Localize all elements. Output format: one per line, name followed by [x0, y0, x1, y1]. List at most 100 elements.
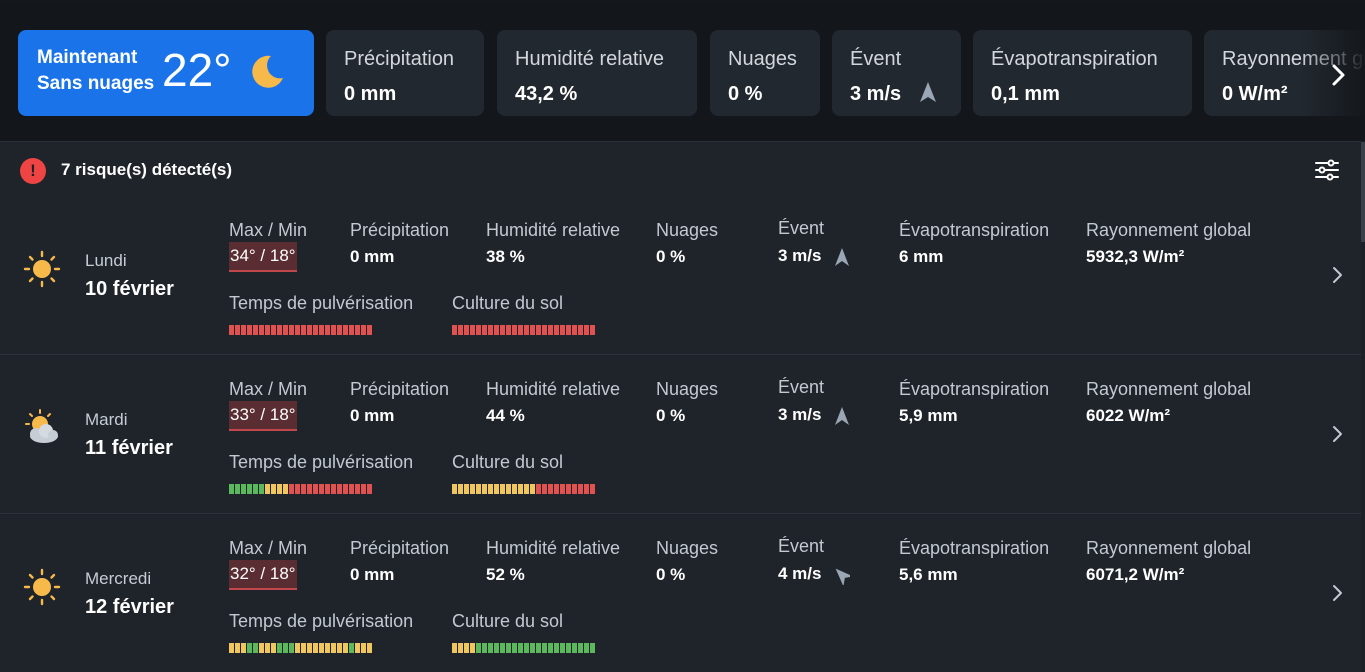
timeline-segment: [452, 325, 457, 335]
timeline-segment: [265, 643, 270, 653]
timeline-segment: [361, 643, 366, 653]
timeline-segment: [313, 325, 318, 335]
radiation-label: Rayonnement global: [1086, 538, 1252, 558]
metric-card-humidity[interactable]: Humidité relative 43,2 %: [497, 30, 697, 116]
timeline-segment: [343, 643, 348, 653]
timeline-segment: [331, 643, 336, 653]
chevron-right-icon[interactable]: [1326, 418, 1350, 450]
chevron-right-icon[interactable]: [1326, 259, 1350, 291]
timeline-segment: [349, 325, 354, 335]
timeline-segment: [470, 643, 475, 653]
timeline-segment: [566, 325, 571, 335]
timeline-segment: [566, 484, 571, 494]
timeline-segment: [542, 643, 547, 653]
forecast-row-day-1[interactable]: Mardi 11 février Max / Min 33° / 18° Pré…: [0, 356, 1361, 514]
metric-card-precipitation[interactable]: Précipitation 0 mm: [326, 30, 484, 116]
timeline-segment: [530, 325, 535, 335]
evapo-value: 5,9 mm: [899, 406, 958, 425]
scrollbar-thumb[interactable]: [1361, 142, 1365, 242]
precip-value: 0 mm: [350, 565, 395, 584]
timeline-segment: [536, 643, 541, 653]
wind-value: 3 m/s: [778, 246, 822, 265]
timeline-segment: [470, 325, 475, 335]
timeline-segment: [271, 484, 276, 494]
soil-timeline: [452, 325, 595, 335]
timeline-segment: [289, 643, 294, 653]
spray-timeline: [229, 643, 372, 653]
timeline-segment: [512, 484, 517, 494]
timeline-segment: [343, 484, 348, 494]
timeline-segment: [367, 484, 372, 494]
timeline-segment: [536, 325, 541, 335]
now-card[interactable]: Maintenant Sans nuages 22°: [18, 30, 314, 116]
clouds-value: 0 %: [656, 406, 686, 425]
timeline-segment: [325, 643, 330, 653]
timeline-segment: [524, 643, 529, 653]
timeline-segment: [518, 325, 523, 335]
precip-label: Précipitation: [350, 220, 450, 240]
timeline-segment: [590, 643, 595, 653]
day-name: Mercredi: [85, 569, 152, 588]
humidity-label: Humidité relative: [486, 379, 621, 399]
maxmin-value: 33° / 18°: [229, 401, 297, 431]
evapo-label: Évapotranspiration: [899, 220, 1050, 240]
maxmin-label: Max / Min: [229, 220, 308, 240]
timeline-segment: [482, 325, 487, 335]
forecast-row-day-2[interactable]: Mercredi 12 février Max / Min 32° / 18° …: [0, 515, 1361, 672]
timeline-segment: [235, 484, 240, 494]
scroll-fade: [1300, 25, 1365, 125]
humidity-label: Humidité relative: [486, 538, 621, 558]
risk-banner[interactable]: ! 7 risque(s) détecté(s): [0, 141, 1361, 199]
humidity-value: 38 %: [486, 247, 525, 266]
maxmin-label: Max / Min: [229, 538, 308, 558]
metric-label: Évapotranspiration: [991, 48, 1158, 70]
timeline-segment: [464, 325, 469, 335]
moon-icon: [252, 55, 283, 88]
timeline-segment: [295, 325, 300, 335]
timeline-segment: [506, 484, 511, 494]
metric-card-clouds[interactable]: Nuages 0 %: [710, 30, 820, 116]
filter-sliders-icon[interactable]: [1313, 157, 1341, 183]
wind-label: Évent: [778, 377, 825, 397]
now-temperature: 22°: [162, 44, 232, 96]
scrollbar-track[interactable]: [1361, 142, 1365, 672]
timeline-segment: [452, 484, 457, 494]
metric-card-evapotranspiration[interactable]: Évapotranspiration 0,1 mm: [973, 30, 1192, 116]
humidity-value: 44 %: [486, 406, 525, 425]
timeline-segment: [452, 643, 457, 653]
timeline-segment: [331, 325, 336, 335]
timeline-segment: [295, 484, 300, 494]
metric-value: 0 W/m²: [1222, 83, 1288, 105]
timeline-segment: [482, 484, 487, 494]
sun-icon: [23, 568, 61, 606]
maxmin-value: 34° / 18°: [229, 242, 297, 272]
clouds-label: Nuages: [656, 379, 719, 399]
clouds-label: Nuages: [656, 220, 719, 240]
timeline-segment: [349, 643, 354, 653]
current-conditions-bar: Maintenant Sans nuages 22° Précipitation…: [0, 5, 1365, 141]
timeline-segment: [512, 643, 517, 653]
timeline-segment: [319, 325, 324, 335]
chevron-right-icon[interactable]: [1326, 577, 1350, 609]
wind-direction-arrow-icon: [835, 568, 850, 585]
timeline-segment: [476, 643, 481, 653]
chevron-right-icon[interactable]: [1318, 55, 1358, 95]
timeline-segment: [355, 643, 360, 653]
timeline-segment: [301, 643, 306, 653]
timeline-segment: [277, 643, 282, 653]
timeline-segment: [241, 484, 246, 494]
timeline-segment: [283, 643, 288, 653]
timeline-segment: [325, 325, 330, 335]
timeline-segment: [307, 484, 312, 494]
metric-card-wind[interactable]: Évent 3 m/s: [832, 30, 961, 116]
forecast-row-day-0[interactable]: Lundi 10 février Max / Min 34° / 18° Pré…: [0, 197, 1361, 355]
metric-value: 43,2 %: [515, 83, 578, 105]
timeline-segment: [464, 643, 469, 653]
timeline-segment: [343, 325, 348, 335]
timeline-segment: [458, 643, 463, 653]
timeline-segment: [271, 325, 276, 335]
spray-label: Temps de pulvérisation: [229, 452, 414, 472]
timeline-segment: [548, 484, 553, 494]
timeline-segment: [566, 643, 571, 653]
timeline-segment: [494, 643, 499, 653]
